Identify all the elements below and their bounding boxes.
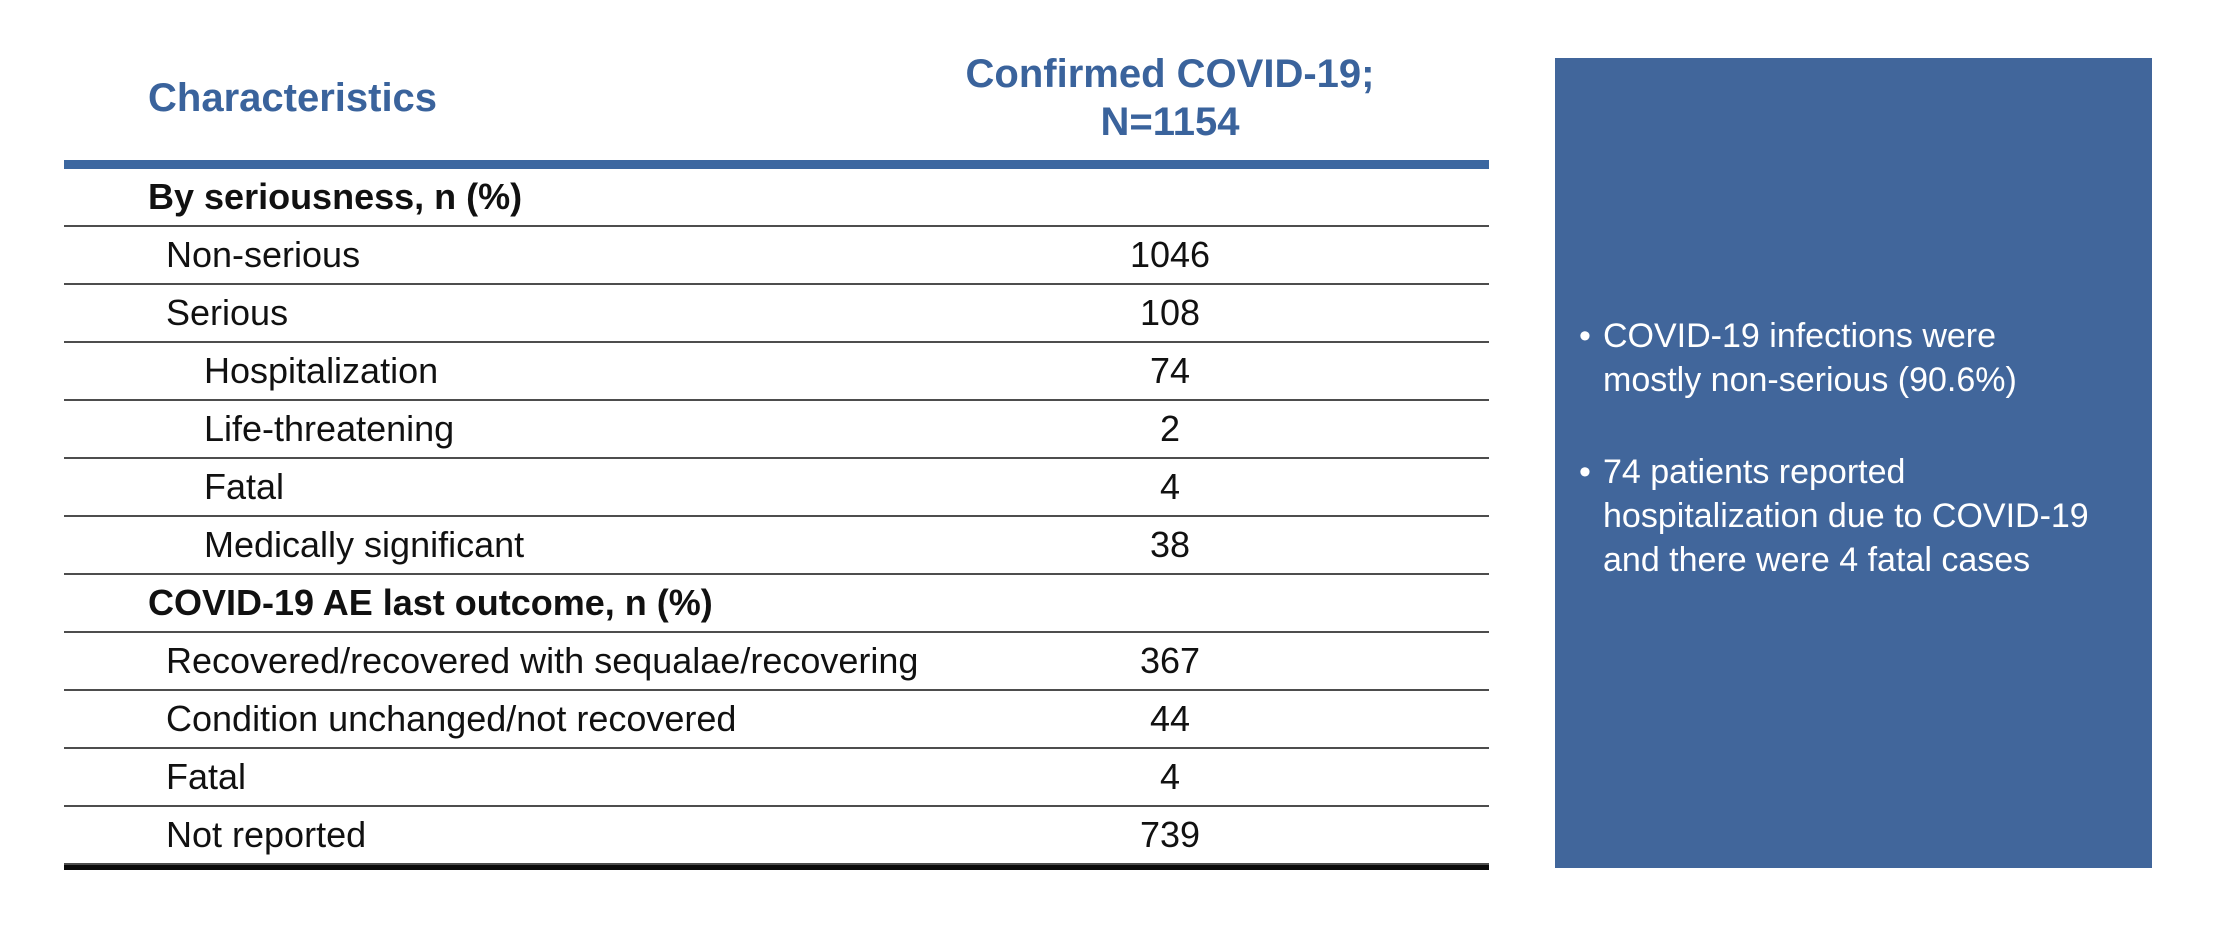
table-row-non-serious: Non-serious 1046 — [64, 227, 1489, 285]
row-value: 4 — [1159, 756, 1181, 797]
row-value: 74 — [1149, 350, 1191, 391]
table-row-fatal-outcome: Fatal 4 — [64, 749, 1489, 807]
row-label: Recovered/recovered with sequalae/recove… — [166, 640, 919, 681]
column-header-confirmed-covid-line2: N=1154 — [1100, 100, 1240, 144]
table-row-section-last-outcome: COVID-19 AE last outcome, n (%) — [64, 575, 1489, 633]
table-row-fatal-serious: Fatal 4 — [64, 459, 1489, 517]
header-divider-rule — [64, 160, 1489, 169]
row-label: Fatal — [204, 466, 285, 507]
bullet-text-line: mostly non-serious (90.6%) — [1603, 361, 2017, 399]
row-label: Hospitalization — [204, 350, 439, 391]
table-row-medically-significant: Medically significant 38 — [64, 517, 1489, 575]
row-label: Not reported — [166, 814, 367, 855]
row-label: Fatal — [166, 756, 247, 797]
column-header-characteristics: Characteristics — [148, 75, 438, 120]
row-label: Serious — [166, 292, 289, 333]
bullet-text-line: hospitalization due to COVID-19 — [1603, 497, 2089, 535]
table-bottom-rule — [64, 865, 1489, 870]
row-label: Life-threatening — [204, 408, 455, 449]
row-label: COVID-19 AE last outcome, n (%) — [148, 582, 713, 623]
row-label: Non-serious — [166, 234, 361, 275]
row-label: Condition unchanged/not recovered — [166, 698, 737, 739]
table-row-not-reported: Not reported 739 — [64, 807, 1489, 865]
bullet-dot: • — [1579, 453, 1591, 491]
column-header-confirmed-covid: Confirmed COVID-19; N=1154 — [870, 50, 1470, 146]
column-header-confirmed-covid-line1: Confirmed COVID-19; — [965, 52, 1375, 96]
table-row-recovered: Recovered/recovered with sequalae/recove… — [64, 633, 1489, 691]
bullet-text: COVID-19 infections were mostly non-seri… — [1603, 314, 2017, 402]
row-value: 108 — [1139, 292, 1201, 333]
bullet-item-non-serious-finding: • COVID-19 infections were mostly non-se… — [1579, 314, 2132, 402]
row-label: By seriousness, n (%) — [148, 176, 523, 217]
row-value: 4 — [1159, 466, 1181, 507]
row-value: 44 — [1149, 698, 1191, 739]
table-row-section-seriousness: By seriousness, n (%) — [64, 169, 1489, 227]
bullet-text: 74 patients reported hospitalization due… — [1603, 450, 2089, 582]
bullet-text-line: 74 patients reported — [1603, 453, 1906, 491]
table-row-serious: Serious 108 — [64, 285, 1489, 343]
key-findings-panel: • COVID-19 infections were mostly non-se… — [1555, 58, 2152, 868]
bullet-dot: • — [1579, 317, 1591, 355]
characteristics-table: Characteristics Confirmed COVID-19; N=11… — [64, 36, 1489, 870]
table-row-life-threatening: Life-threatening 2 — [64, 401, 1489, 459]
table-row-condition-unchanged: Condition unchanged/not recovered 44 — [64, 691, 1489, 749]
row-label: Medically significant — [204, 524, 525, 565]
row-value: 739 — [1139, 814, 1201, 855]
row-value: 2 — [1159, 408, 1181, 449]
bullet-text-line: and there were 4 fatal cases — [1603, 541, 2031, 579]
row-value: 38 — [1149, 524, 1191, 565]
bullet-item-hospitalization-finding: • 74 patients reported hospitalization d… — [1579, 450, 2132, 582]
bullet-text-line: COVID-19 infections were — [1603, 317, 1997, 355]
table-header-row: Characteristics Confirmed COVID-19; N=11… — [64, 36, 1489, 160]
row-value: 367 — [1139, 640, 1201, 681]
row-value: 1046 — [1129, 234, 1211, 275]
table-row-hospitalization: Hospitalization 74 — [64, 343, 1489, 401]
